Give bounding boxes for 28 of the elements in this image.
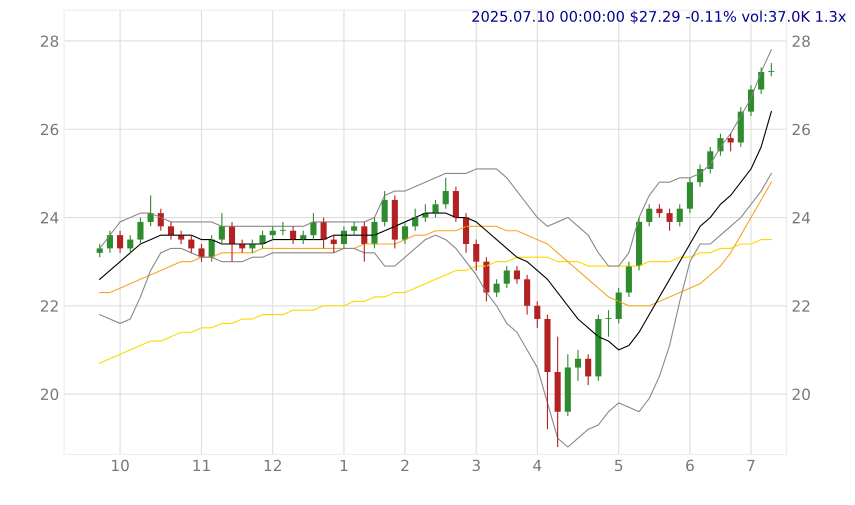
x-tick-label: 12 <box>264 460 281 471</box>
y-tick-label: 28 <box>40 35 58 48</box>
x-tick-label: 4 <box>533 460 542 471</box>
y2-tick-label: 20 <box>792 388 810 400</box>
y-tick-label: 24 <box>40 212 58 224</box>
x-tick-label: 5 <box>615 460 622 472</box>
x-tick-label: 3 <box>472 460 480 472</box>
y2-tick-label: 22 <box>792 300 810 312</box>
x-tick-label: 11 <box>193 460 210 471</box>
y-tick-label: 20 <box>40 388 58 400</box>
line-series <box>99 111 772 350</box>
candlestick <box>605 310 612 338</box>
y2-tick-label: 24 <box>792 212 810 224</box>
candlestick <box>280 221 286 236</box>
line-series <box>99 182 772 306</box>
x-tick-label: 10 <box>112 460 129 472</box>
y-tick-label: 26 <box>40 124 58 136</box>
y-tick-label: 22 <box>40 300 58 312</box>
chart-title: 2025.07.10 00:00:00 $27.29 -0.11% vol:37.0K 1.3x <box>472 10 846 24</box>
line-series <box>99 172 772 448</box>
x-tick-label: 6 <box>686 460 694 472</box>
x-tick-label: 7 <box>747 460 755 471</box>
candlestick <box>768 62 774 77</box>
x-tick-label: 2 <box>401 460 408 471</box>
line-series <box>99 239 772 364</box>
y2-tick-label: 28 <box>792 35 810 48</box>
y2-tick-label: 26 <box>792 124 810 136</box>
x-tick-label: 1 <box>340 460 348 471</box>
